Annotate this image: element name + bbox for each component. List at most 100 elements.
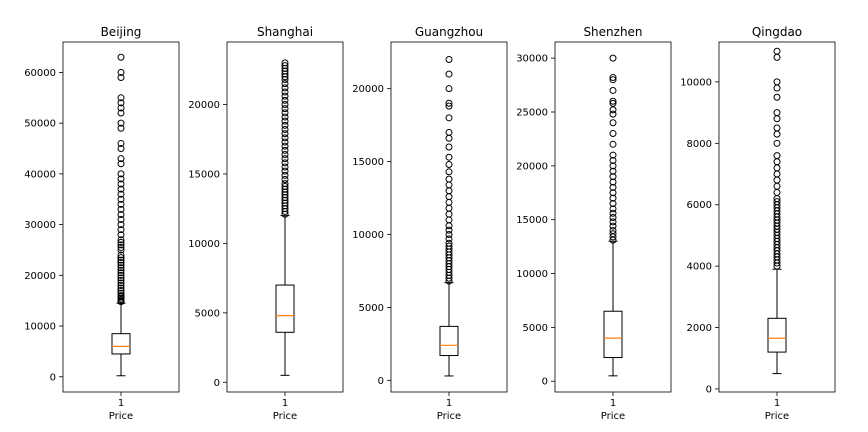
outlier-point	[281, 180, 289, 188]
outlier-point	[117, 269, 125, 277]
outlier-point	[117, 139, 125, 147]
y-tick-label: 20000	[188, 100, 220, 111]
outlier-point	[445, 56, 453, 63]
outlier-point	[281, 142, 289, 150]
outlier-point	[117, 259, 125, 267]
y-tick-label: 25000	[516, 108, 548, 119]
outlier-point	[117, 289, 125, 297]
outlier-point	[117, 246, 125, 254]
outlier-point	[117, 251, 125, 259]
outlier-point	[609, 156, 617, 164]
outlier-point	[445, 187, 453, 195]
y-tick-label: 0	[378, 376, 384, 387]
outlier-point	[609, 130, 617, 138]
outlier-point	[281, 171, 289, 179]
y-tick-label: 5000	[359, 303, 384, 314]
panel-shanghai: Shanghai 0 5000 10000 15000 20000 1 Price	[188, 25, 344, 422]
panel-title: Guangzhou	[415, 25, 483, 39]
y-tick-label: 8000	[687, 139, 712, 150]
outlier-point	[445, 235, 453, 243]
iqr-box	[603, 310, 623, 359]
outlier-point	[445, 181, 453, 189]
y-tick-label: 0	[50, 372, 56, 383]
outlier-point	[281, 155, 289, 163]
outlier-point	[609, 167, 617, 175]
outlier-point	[609, 99, 617, 107]
outlier-point	[281, 167, 289, 175]
outlier-point	[281, 105, 289, 113]
outlier-point	[445, 210, 453, 218]
axes-frame	[390, 41, 508, 393]
outlier-point	[117, 279, 125, 287]
outlier-point	[117, 256, 125, 264]
outlier-point	[281, 138, 289, 146]
outlier-point	[117, 119, 125, 127]
y-tick-label: 4000	[687, 262, 712, 273]
outlier-point	[445, 222, 453, 230]
outlier-point	[281, 84, 289, 92]
outlier-point	[609, 209, 617, 217]
outlier-point	[281, 101, 289, 108]
outlier-point	[117, 226, 125, 234]
y-tick-label: 20000	[516, 161, 548, 172]
y-tick-label: 20000	[352, 84, 384, 95]
axes-frame	[62, 41, 180, 393]
outlier-point	[117, 266, 125, 274]
outlier-point	[117, 292, 125, 300]
outlier-point	[445, 161, 453, 168]
outlier-point	[445, 239, 453, 247]
outlier-point	[609, 76, 617, 84]
outlier-point	[117, 74, 125, 82]
outlier-point	[445, 216, 453, 224]
outlier-point	[117, 185, 125, 193]
outlier-point	[117, 124, 125, 132]
iqr-box	[439, 325, 459, 357]
iqr-box	[767, 317, 787, 353]
y-tick-label: 60000	[24, 68, 56, 79]
y-tick-label: 10000	[680, 77, 712, 88]
outlier-point	[117, 190, 125, 198]
y-tick-label: 30000	[24, 220, 56, 231]
outlier-point	[609, 222, 617, 230]
outlier-point	[117, 200, 125, 208]
outlier-point	[281, 59, 289, 67]
outlier-point	[117, 287, 125, 295]
outlier-point	[117, 68, 125, 76]
x-tick-label: 1	[446, 398, 452, 409]
outlier-point	[609, 230, 617, 238]
outlier-point	[117, 271, 125, 279]
x-tick-label: 1	[610, 398, 616, 409]
outlier-point	[117, 216, 125, 224]
outlier-point	[281, 126, 289, 133]
y-tick-label: 10000	[188, 239, 220, 250]
panel-title: Beijing	[101, 25, 142, 39]
outlier-point	[117, 155, 125, 163]
outlier-point	[117, 243, 125, 251]
outlier-point	[609, 162, 617, 170]
outlier-point	[773, 115, 781, 123]
outlier-point	[117, 281, 125, 289]
outlier-point	[609, 226, 617, 234]
outlier-point	[773, 188, 781, 196]
outlier-point	[773, 53, 781, 61]
outlier-point	[773, 164, 781, 172]
x-tick-label: 1	[118, 398, 124, 409]
outlier-point	[117, 175, 125, 183]
outlier-point	[445, 85, 453, 93]
outlier-point	[445, 143, 453, 151]
outlier-point	[117, 53, 125, 61]
outlier-point	[773, 109, 781, 117]
outlier-point	[281, 159, 289, 167]
outlier-point	[773, 170, 781, 178]
outlier-point	[609, 119, 617, 127]
outlier-point	[773, 139, 781, 147]
outlier-point	[117, 241, 125, 249]
y-tick-label: 5000	[523, 323, 548, 334]
outlier-point	[609, 110, 617, 118]
outlier-point	[281, 182, 289, 190]
y-tick-label: 30000	[516, 54, 548, 65]
outlier-point	[117, 274, 125, 282]
outlier-point	[609, 189, 617, 197]
outlier-point	[609, 205, 617, 213]
outlier-point	[609, 178, 617, 186]
